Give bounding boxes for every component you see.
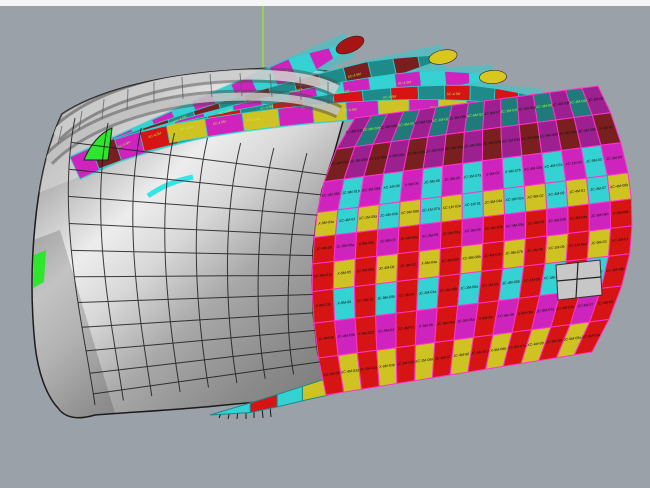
svg-text:XC-4.5M: XC-4.5M	[446, 92, 461, 96]
